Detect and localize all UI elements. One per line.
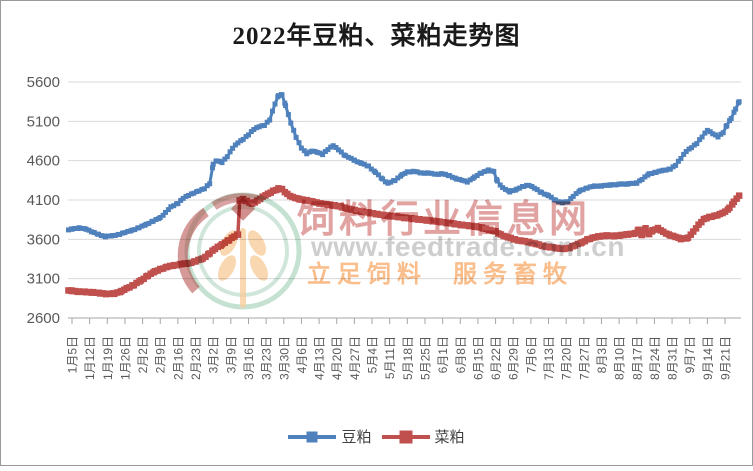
- legend-item-rapeseed-meal: 菜粕: [381, 426, 465, 447]
- y-tick-label: 5100: [27, 113, 60, 130]
- x-tick-label: 7月13日: [542, 336, 556, 380]
- x-tick-label: 4月27日: [348, 336, 362, 380]
- x-tick-label: 9月21日: [719, 336, 733, 380]
- x-tick-label: 7月20日: [560, 336, 574, 380]
- y-tick-label: 3100: [27, 271, 60, 288]
- x-tick-label: 5月18日: [401, 336, 415, 380]
- x-tick-label: 6月29日: [507, 336, 521, 380]
- x-tick-label: 9月7日: [683, 336, 697, 373]
- x-tick-label: 9月14日: [701, 336, 715, 380]
- x-tick-label: 8月31日: [666, 336, 680, 380]
- x-tick-label: 8月24日: [648, 336, 662, 380]
- legend-label-rapeseed-meal: 菜粕: [434, 429, 465, 446]
- x-tick-label: 2月2日: [136, 336, 150, 373]
- y-tick-label: 2600: [27, 310, 60, 327]
- x-tick-label: 1月12日: [83, 336, 97, 380]
- x-tick-label: 3月2日: [207, 336, 221, 373]
- rapeseed-meal-legend-marker-icon: [381, 430, 430, 443]
- series-rapeseed-meal-markers: [65, 185, 743, 298]
- x-tick-label: 4月20日: [330, 336, 344, 380]
- y-tick-label: 4100: [27, 192, 60, 209]
- y-tick-label: 3600: [27, 231, 60, 248]
- x-tick-label: 6月8日: [454, 336, 468, 373]
- x-tick-label: 1月5日: [66, 336, 80, 373]
- legend-item-soybean-meal: 豆粕: [288, 426, 372, 447]
- x-tick-label: 7月6日: [524, 336, 538, 373]
- x-tick-label: 7月27日: [577, 336, 591, 380]
- x-tick-label: 6月1日: [436, 336, 450, 373]
- x-tick-label: 8月17日: [630, 336, 644, 380]
- x-tick-label: 5月4日: [366, 336, 380, 373]
- y-tick-label: 5600: [27, 74, 60, 91]
- x-tick-label: 8月10日: [613, 336, 627, 380]
- x-tick-label: 5月25日: [418, 336, 432, 380]
- series-soybean-meal-markers: [66, 92, 742, 240]
- x-tick-label: 3月16日: [242, 336, 256, 380]
- x-tick-label: 5月11日: [383, 336, 397, 379]
- x-tick-label: 6月22日: [489, 336, 503, 380]
- x-tick-label: 2月23日: [189, 336, 203, 380]
- x-tick-label: 2月9日: [154, 336, 168, 373]
- chart-title: 2022年豆粕、菜粕走势图: [232, 23, 521, 50]
- x-tick-label: 3月9日: [224, 336, 238, 373]
- x-tick-label: 3月23日: [260, 336, 274, 380]
- x-tick-label: 1月19日: [101, 336, 115, 380]
- soybean-meal-legend-marker-icon: [288, 431, 337, 442]
- x-tick-label: 4月6日: [295, 336, 309, 373]
- x-tick-label: 2月16日: [171, 336, 185, 380]
- x-tick-label: 8月3日: [595, 336, 609, 373]
- y-tick-label: 4600: [27, 153, 60, 170]
- x-tick-label: 4月13日: [313, 336, 327, 380]
- x-tick-label: 3月30日: [277, 336, 291, 380]
- x-tick-label: 6月15日: [471, 336, 485, 380]
- x-tick-label: 1月26日: [118, 336, 132, 380]
- legend: 豆粕 菜粕: [0, 426, 753, 447]
- legend-label-soybean-meal: 豆粕: [341, 429, 372, 446]
